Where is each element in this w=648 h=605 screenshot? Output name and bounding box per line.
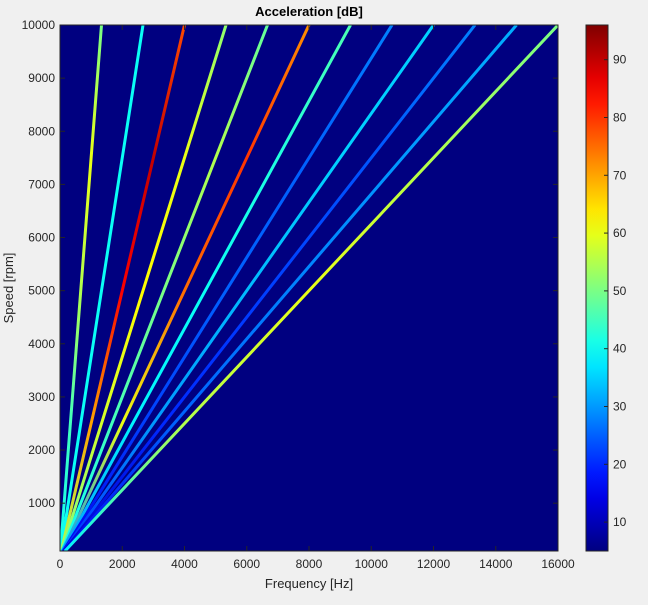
x-tick-label: 6000 [233, 557, 260, 571]
y-tick-label: 5000 [28, 284, 55, 298]
x-tick-label: 14000 [479, 557, 513, 571]
colorbar-tick-label: 20 [613, 457, 627, 471]
y-tick-label: 1000 [28, 496, 55, 510]
y-tick-label: 9000 [28, 71, 55, 85]
order-lines [60, 25, 558, 551]
y-tick-label: 2000 [28, 443, 55, 457]
x-tick-label: 16000 [541, 557, 575, 571]
order-line-40 [60, 25, 269, 551]
y-axis-label: Speed [rpm] [1, 253, 16, 324]
y-tick-label: 4000 [28, 337, 55, 351]
x-tick-label: 12000 [417, 557, 451, 571]
order-line-48 [61, 25, 311, 551]
order-line-16 [60, 25, 145, 551]
order-line-72 [62, 25, 435, 551]
colorbar-tick-label: 50 [613, 284, 627, 298]
x-tick-label: 10000 [355, 557, 389, 571]
colorbar-tick-label: 70 [613, 168, 627, 182]
x-tick-label: 8000 [296, 557, 323, 571]
chart-title: Acceleration [dB] [255, 4, 363, 19]
colorbar-tick-label: 80 [613, 110, 627, 124]
y-tick-label: 3000 [28, 390, 55, 404]
colorbar-tick-label: 60 [613, 226, 627, 240]
order-line-64 [62, 25, 394, 551]
y-tick-label: 6000 [28, 231, 55, 245]
colorbar-tick-label: 90 [613, 53, 627, 67]
y-tick-label: 7000 [28, 177, 55, 191]
order-line-80 [62, 25, 477, 551]
order-line-96 [63, 25, 558, 551]
x-tick-label: 0 [57, 557, 64, 571]
colorbar-tick-label: 10 [613, 515, 627, 529]
y-tick-label: 10000 [22, 18, 56, 32]
order-line-32 [60, 25, 228, 551]
order-line-56 [61, 25, 352, 551]
colorbar [585, 24, 609, 552]
x-tick-label: 4000 [171, 557, 198, 571]
order-line-88 [63, 25, 518, 551]
colorbar-tick-label: 40 [613, 342, 627, 356]
colorbar-tick-label: 30 [613, 399, 627, 413]
x-axis-label: Frequency [Hz] [265, 576, 353, 591]
x-tick-label: 2000 [109, 557, 136, 571]
order-line-8 [60, 25, 103, 551]
order-line-24 [60, 25, 186, 551]
y-tick-label: 8000 [28, 124, 55, 138]
